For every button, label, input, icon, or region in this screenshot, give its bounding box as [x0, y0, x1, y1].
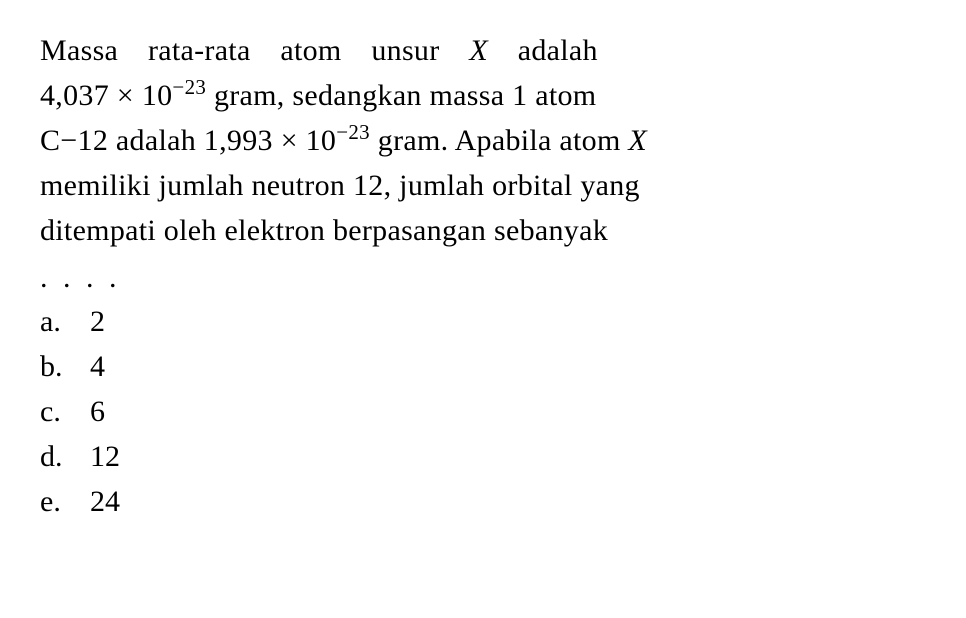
question-text: Massa rata-rata atom unsur X adalah 4,03… [40, 28, 926, 253]
question-line-3: C−12 adalah 1,993 × 10−23 gram. Apabila … [40, 118, 926, 163]
text-segment: Massa rata-rata atom unsur [40, 34, 469, 67]
option-value: 6 [90, 389, 105, 434]
option-value: 24 [90, 479, 120, 524]
option-value: 4 [90, 344, 105, 389]
options-list: a. 2 b. 4 c. 6 d. 12 e. 24 [40, 299, 926, 524]
option-value: 2 [90, 299, 105, 344]
option-c: c. 6 [40, 389, 926, 434]
option-letter: b. [40, 344, 90, 389]
option-b: b. 4 [40, 344, 926, 389]
question-line-1: Massa rata-rata atom unsur X adalah [40, 28, 926, 73]
option-letter: d. [40, 434, 90, 479]
ellipsis: . . . . [40, 261, 926, 295]
exponent: −23 [336, 120, 370, 144]
question-line-4: memiliki jumlah neutron 12, jumlah orbit… [40, 163, 926, 208]
text-segment: 4,037 × 10 [40, 79, 172, 112]
variable-x: X [628, 124, 647, 157]
text-segment: gram. Apabila atom [370, 124, 628, 157]
question-line-5: ditempati oleh elektron berpasangan seba… [40, 208, 926, 253]
option-letter: a. [40, 299, 90, 344]
text-segment: adalah [488, 34, 598, 67]
option-e: e. 24 [40, 479, 926, 524]
option-value: 12 [90, 434, 120, 479]
option-d: d. 12 [40, 434, 926, 479]
question-line-2: 4,037 × 10−23 gram, sedangkan massa 1 at… [40, 73, 926, 118]
text-segment: C−12 adalah 1,993 × 10 [40, 124, 336, 157]
option-letter: c. [40, 389, 90, 434]
text-segment: gram, sedangkan massa 1 atom [206, 79, 596, 112]
variable-x: X [469, 34, 488, 67]
exponent: −23 [172, 75, 206, 99]
option-letter: e. [40, 479, 90, 524]
option-a: a. 2 [40, 299, 926, 344]
